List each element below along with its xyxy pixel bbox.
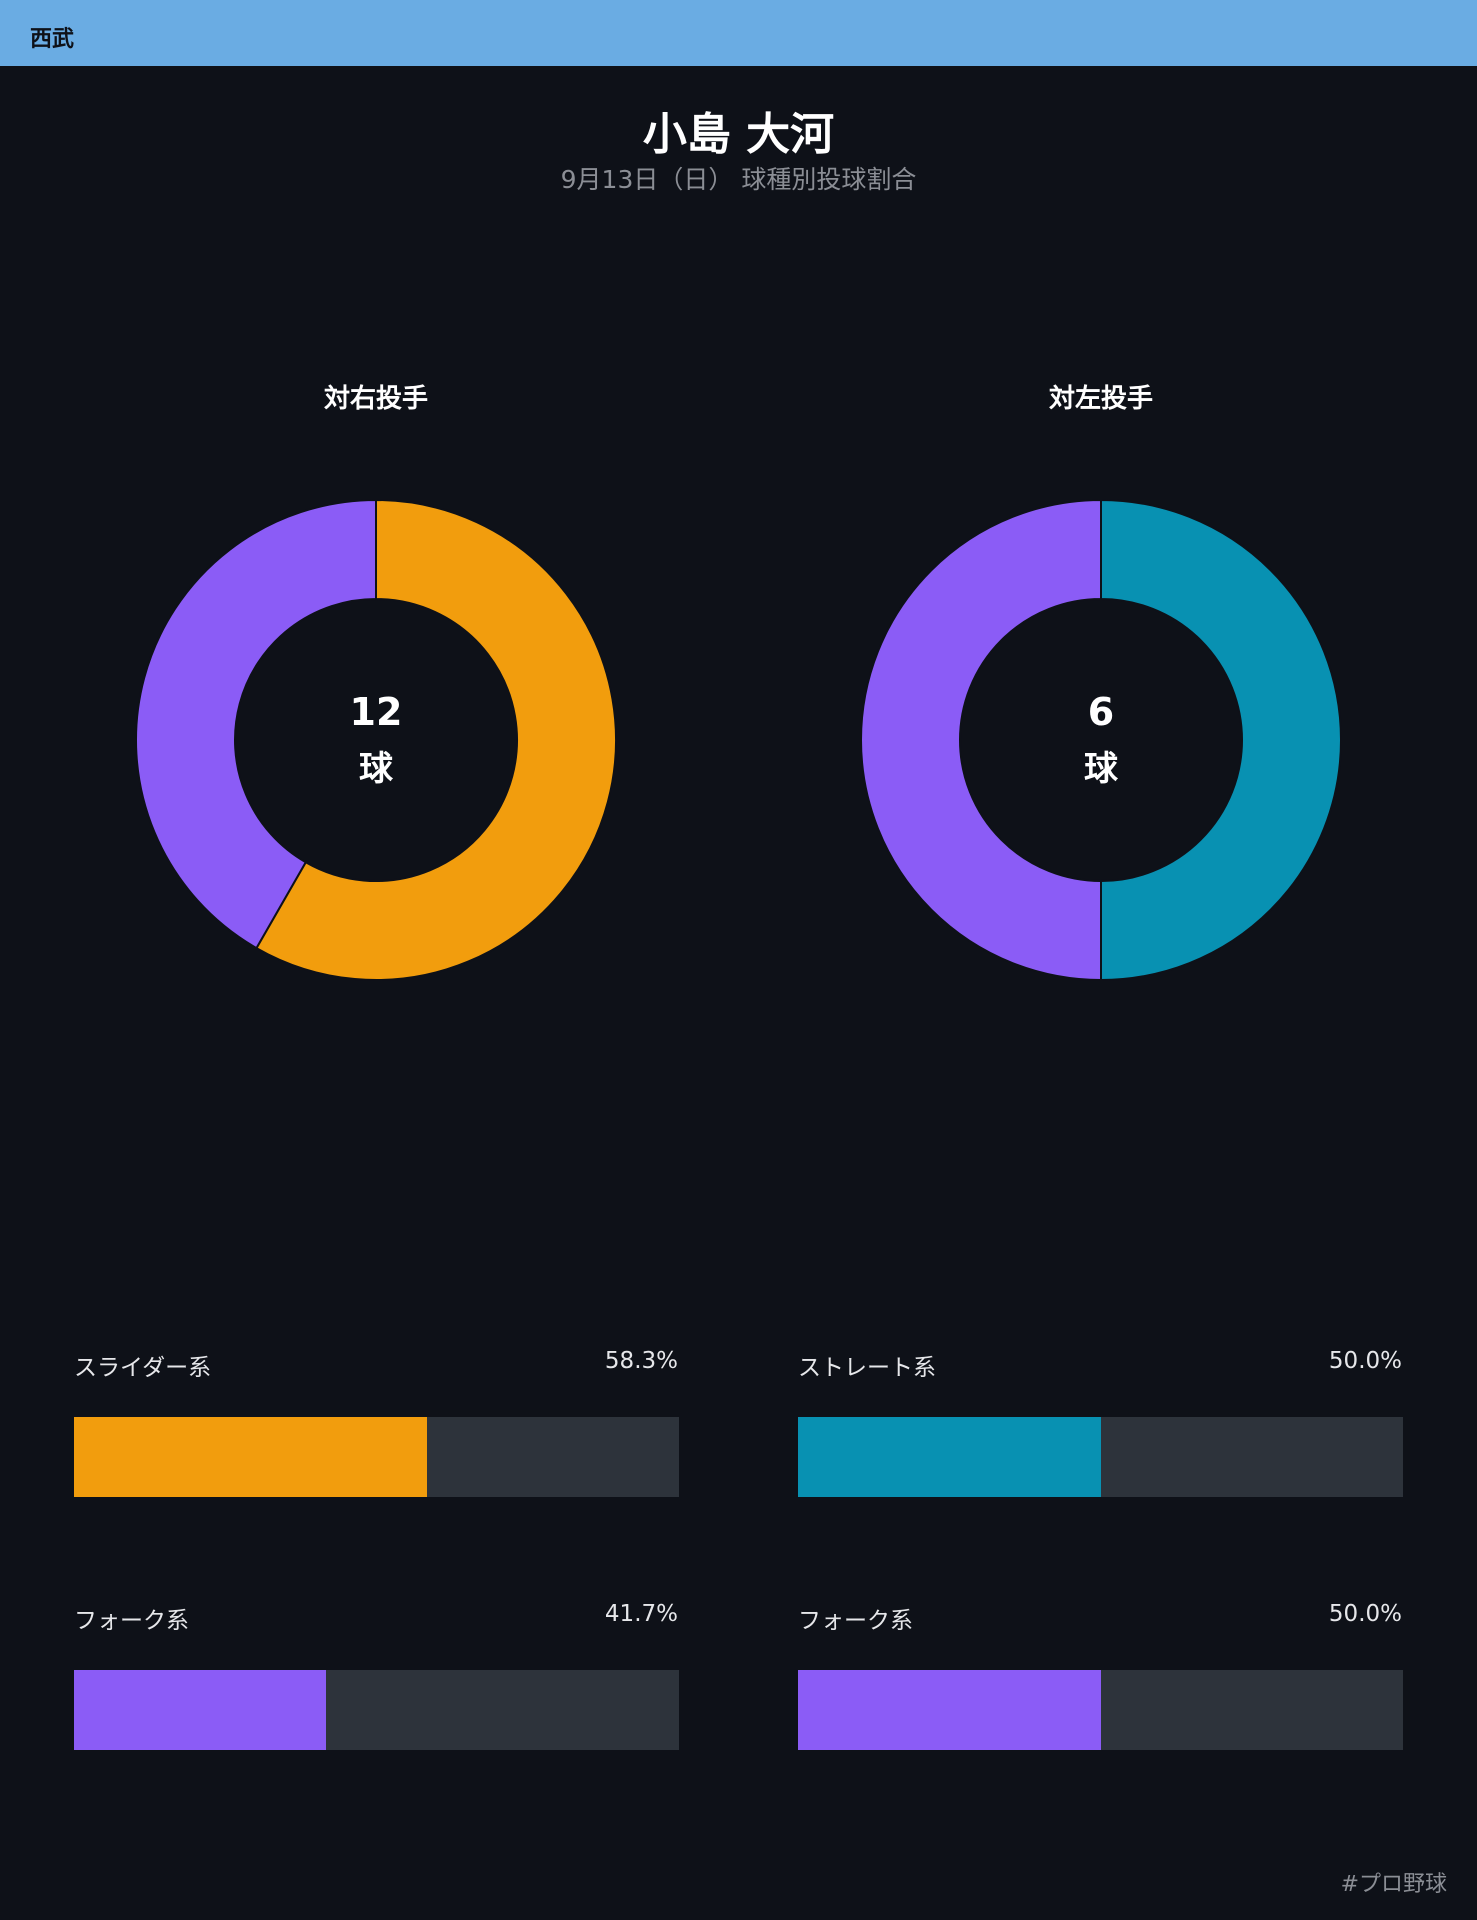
- bar-label: スライダー系: [74, 1355, 212, 1381]
- pitch-count-unit: 球: [359, 749, 394, 789]
- player-name: 小島 大河: [642, 109, 835, 160]
- chart-title-vs-left: 対左投手: [1048, 384, 1153, 414]
- donut-slice: [135, 498, 377, 950]
- bar-label: ストレート系: [798, 1355, 936, 1381]
- donut-slice: [1100, 498, 1342, 982]
- pitch-count-value: 12: [350, 690, 403, 734]
- hashtag: #プロ野球: [1340, 1872, 1447, 1897]
- pitch-count-value: 6: [1088, 690, 1114, 734]
- bar-track: [798, 1417, 1403, 1497]
- team-name: 西武: [30, 27, 75, 52]
- bar-percentage: 50.0%: [1328, 1601, 1402, 1627]
- team-header-bar: 西武: [0, 0, 1477, 66]
- bar-label: フォーク系: [74, 1608, 189, 1634]
- bar-track: [798, 1670, 1403, 1750]
- bar-percentage: 58.3%: [604, 1348, 678, 1374]
- bar-fill: [798, 1670, 1101, 1750]
- pitch-count-unit: 球: [1084, 749, 1119, 789]
- bar-percentage: 50.0%: [1328, 1348, 1402, 1374]
- chart-title-vs-right: 対右投手: [323, 384, 428, 414]
- bar-fill: [74, 1417, 427, 1497]
- bar-track: [74, 1417, 679, 1497]
- donut-slice: [255, 498, 617, 981]
- donut-slice: [860, 498, 1102, 982]
- bar-fill: [798, 1417, 1101, 1497]
- chart-subtitle: 9月13日（日） 球種別投球割合: [560, 165, 917, 194]
- bar-fill: [74, 1670, 327, 1750]
- bar-percentage: 41.7%: [604, 1601, 678, 1627]
- bar-track: [74, 1670, 679, 1750]
- donut-chart-vs-left: 6 球: [860, 498, 1342, 982]
- donut-chart-vs-right: 12 球: [135, 498, 617, 981]
- bar-label: フォーク系: [798, 1608, 913, 1634]
